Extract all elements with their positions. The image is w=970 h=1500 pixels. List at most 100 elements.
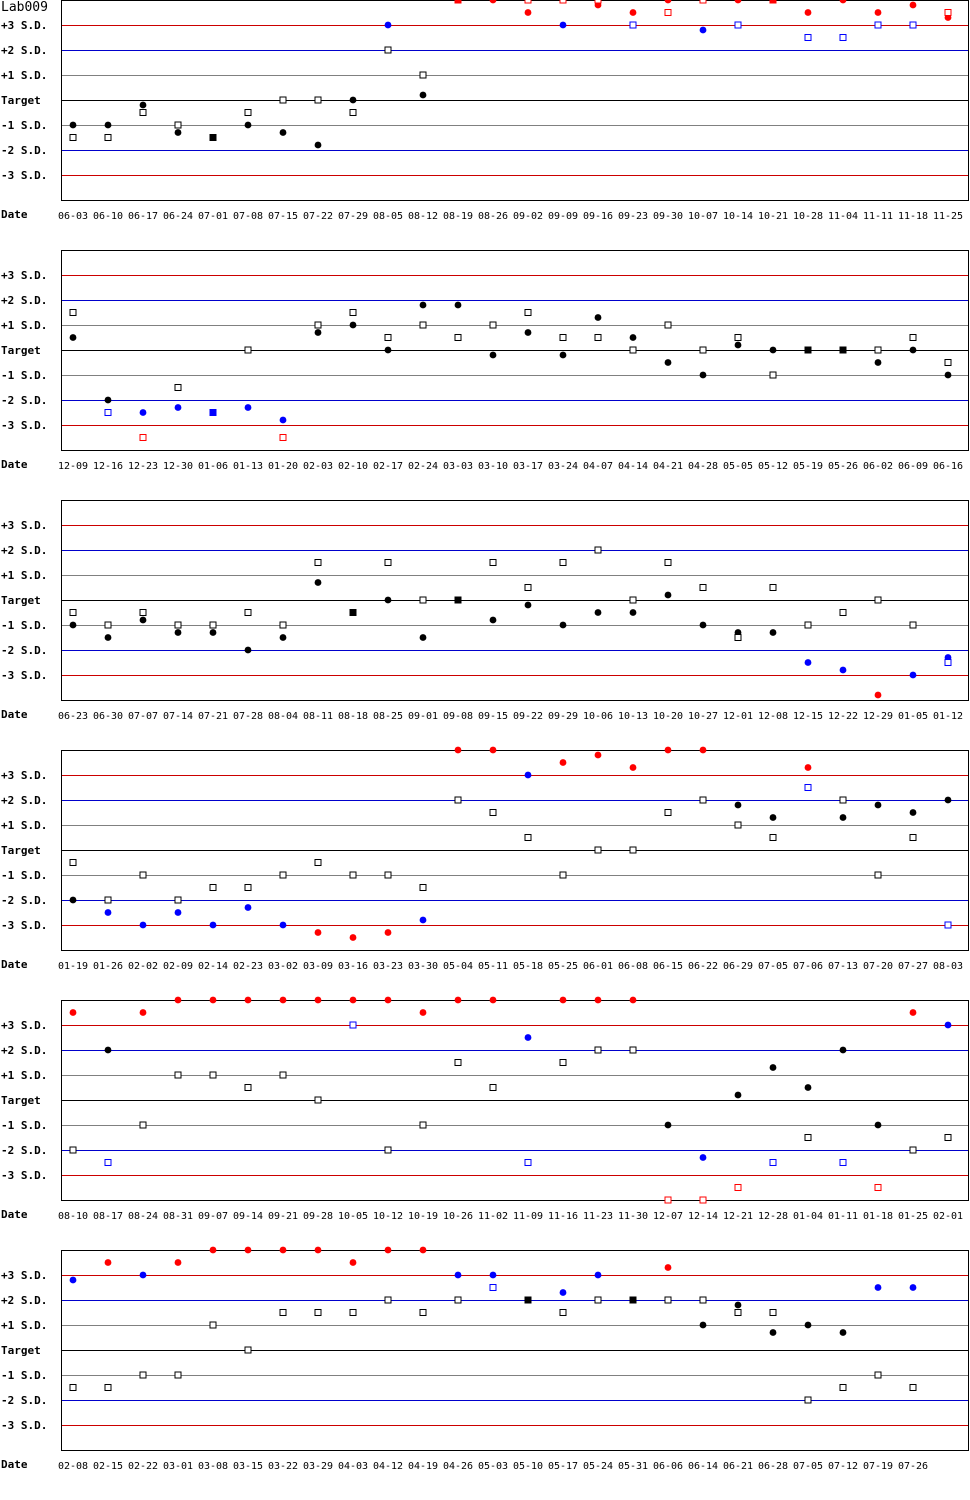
data-point-circle — [489, 746, 497, 754]
data-point-square-open — [909, 1146, 917, 1154]
data-point-circle — [944, 1021, 952, 1029]
data-point-circle — [279, 996, 287, 1004]
data-point-circle — [279, 634, 287, 641]
data-point-circle — [139, 409, 147, 416]
data-point-square-open — [944, 9, 952, 16]
y-level-label: Target — [1, 1094, 41, 1107]
panel-4: +3 S.D. +2 S.D. +1 S.D. Target -1 S.D. -2 S.D… — [1, 746, 969, 972]
date-tick-label: 08-03 — [933, 961, 963, 972]
data-point-circle — [104, 1046, 112, 1054]
date-tick-label: 09-16 — [583, 211, 613, 222]
date-tick-label: 05-24 — [583, 1461, 613, 1472]
data-point-square-open — [139, 1371, 147, 1379]
data-point-square-open — [629, 1046, 637, 1054]
date-tick-label: 07-15 — [268, 211, 298, 222]
date-tick-label: 05-31 — [618, 1461, 648, 1472]
data-point-circle — [629, 764, 637, 771]
date-tick-label: 08-25 — [373, 711, 403, 722]
y-level-label: +1 S.D. — [1, 1319, 47, 1332]
data-point-circle — [839, 1329, 847, 1336]
data-point-circle — [629, 334, 637, 341]
date-tick-label: 05-18 — [513, 961, 543, 972]
data-point-circle — [174, 629, 182, 636]
data-point-circle — [279, 416, 287, 424]
data-point-circle — [699, 621, 707, 629]
date-tick-label: 06-17 — [128, 211, 158, 222]
date-tick-label: 07-14 — [163, 711, 193, 722]
data-point-circle — [69, 121, 77, 129]
plot-frame — [61, 750, 969, 951]
y-level-label: -1 S.D. — [1, 1119, 47, 1132]
data-point-circle — [419, 301, 427, 309]
data-point-circle — [699, 371, 707, 379]
data-point-square-open — [734, 1184, 742, 1191]
data-point-circle — [769, 814, 777, 821]
data-point-circle — [909, 346, 917, 354]
date-tick-label: 03-30 — [408, 961, 438, 972]
data-point-circle — [454, 301, 462, 309]
date-tick-label: 06-09 — [898, 461, 928, 472]
date-tick-label: 01-26 — [93, 961, 123, 972]
data-point-circle — [279, 1246, 287, 1254]
data-point-square-open — [594, 546, 602, 554]
chart-title: Lab009 — [1, 0, 48, 15]
data-point-square-open — [139, 609, 147, 616]
date-tick-label: 02-01 — [933, 1211, 963, 1222]
data-point-square-open — [489, 559, 497, 566]
data-point-circle — [769, 1064, 777, 1071]
date-tick-label: 12-29 — [863, 711, 893, 722]
y-level-label: +3 S.D. — [1, 769, 47, 782]
data-point-circle — [559, 621, 567, 629]
data-point-circle — [349, 934, 357, 941]
data-point-circle — [349, 321, 357, 329]
data-point-circle — [594, 609, 602, 616]
data-point-square-open — [209, 1321, 217, 1329]
data-point-circle — [734, 801, 742, 809]
data-point-circle — [944, 796, 952, 804]
date-tick-label: 10-20 — [653, 711, 683, 722]
data-point-circle — [874, 9, 882, 16]
data-point-square-open — [944, 921, 952, 929]
date-tick-label: 08-19 — [443, 211, 473, 222]
data-point-circle — [874, 1284, 882, 1291]
data-point-circle — [314, 996, 322, 1004]
y-level-label: -3 S.D. — [1, 1419, 47, 1432]
data-point-square-open — [699, 796, 707, 804]
date-tick-label: 10-05 — [338, 1211, 368, 1222]
date-tick-label: 07-20 — [863, 961, 893, 972]
data-point-square-open — [559, 334, 567, 341]
data-point-square-open — [139, 871, 147, 879]
data-point-circle — [209, 996, 217, 1004]
date-tick-label: 11-11 — [863, 211, 893, 222]
date-tick-label: 03-17 — [513, 461, 543, 472]
date-tick-label: 07-21 — [198, 711, 228, 722]
date-tick-label: 12-21 — [723, 1211, 753, 1222]
date-tick-label: 09-01 — [408, 711, 438, 722]
data-point-square-open — [734, 821, 742, 829]
date-tick-label: 10-21 — [758, 211, 788, 222]
date-tick-label: 06-16 — [933, 461, 963, 472]
data-point-square-open — [734, 21, 742, 29]
data-point-circle — [314, 329, 322, 336]
x-axis-label: Date — [1, 958, 28, 971]
date-tick-label: 08-26 — [478, 211, 508, 222]
panel-5: +3 S.D. +2 S.D. +1 S.D. Target -1 S.D. -2 S.D… — [1, 996, 969, 1222]
date-tick-label: 12-23 — [128, 461, 158, 472]
date-tick-label: 05-11 — [478, 961, 508, 972]
data-point-square-open — [664, 1196, 672, 1204]
data-point-circle — [419, 1246, 427, 1254]
y-level-label: -3 S.D. — [1, 1169, 47, 1182]
data-point-circle — [664, 359, 672, 366]
data-point-circle — [699, 746, 707, 754]
date-tick-label: 06-15 — [653, 961, 683, 972]
date-tick-label: 06-03 — [58, 211, 88, 222]
data-point-circle — [139, 1009, 147, 1016]
date-tick-label: 04-28 — [688, 461, 718, 472]
data-point-circle — [104, 634, 112, 641]
date-tick-label: 03-24 — [548, 461, 578, 472]
y-level-label: -3 S.D. — [1, 169, 47, 182]
data-point-circle — [279, 921, 287, 929]
data-point-square-open — [699, 1296, 707, 1304]
date-tick-label: 09-07 — [198, 1211, 228, 1222]
data-point-square-open — [839, 1159, 847, 1166]
